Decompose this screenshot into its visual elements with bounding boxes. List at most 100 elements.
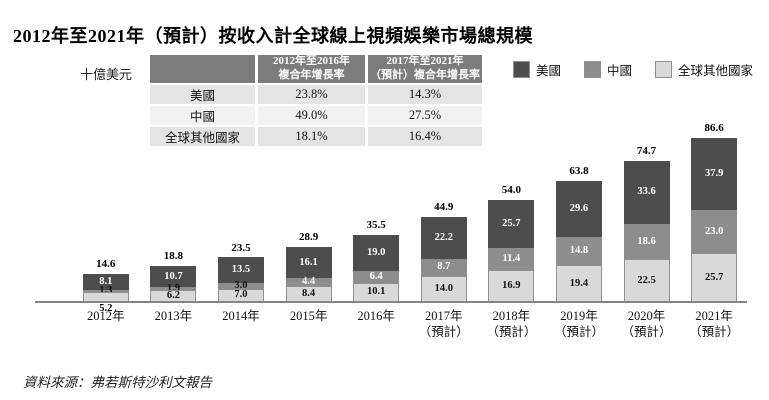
segment-value-label: 6.4 <box>369 270 383 282</box>
x-axis-line <box>35 301 747 303</box>
bar-group: 74.7 33.6 18.6 22.5 <box>613 118 681 302</box>
table-row-label-rest-of-world: 全球其他國家 <box>150 127 255 146</box>
bar-total-label: 44.9 <box>434 200 454 213</box>
bar-segment-china: 8.7 <box>420 259 467 276</box>
header-line: 2017年至2021年 <box>386 55 464 68</box>
bar-group: 18.8 10.7 1.9 6.2 <box>140 118 208 302</box>
segment-value-label: 13.5 <box>231 263 251 275</box>
bar-group: 63.8 29.6 14.8 19.4 <box>545 118 613 302</box>
bar-total-label: 86.6 <box>704 121 724 134</box>
bar-total-label: 54.0 <box>501 183 521 196</box>
stacked-bar: 37.9 23.0 25.7 <box>691 137 738 302</box>
x-axis-label: 2013年 <box>154 309 193 323</box>
x-axis-label: 2020年 （預計） <box>621 309 672 340</box>
table-cell-china-cagr1: 49.0% <box>258 106 365 125</box>
x-axis-label: 2014年 <box>222 309 260 323</box>
bar-segment-rest: 7.0 <box>217 288 264 302</box>
table-header-cagr-2012-2016: 2012年至2016年 複合年增長率 <box>258 55 365 83</box>
legend-item-us: 美國 <box>513 60 561 79</box>
table-cell-rest-cagr2: 16.4% <box>368 127 482 146</box>
bar-total-label: 23.5 <box>231 241 251 254</box>
legend-swatch <box>655 61 673 78</box>
x-axis-label: 2019年 （預計） <box>553 309 604 340</box>
segment-value-label: 6.2 <box>166 289 180 301</box>
bar-segment-china: 1.3 <box>82 285 129 295</box>
segment-value-label: 16.9 <box>502 279 521 291</box>
legend-label: 全球其他國家 <box>678 64 754 78</box>
bar-total-label: 74.7 <box>636 144 657 157</box>
segment-value-label: 33.6 <box>637 186 656 198</box>
bar-segment-china: 18.6 <box>623 224 670 260</box>
bar-segment-rest: 16.9 <box>488 270 535 302</box>
table-row-label-china: 中國 <box>150 106 255 125</box>
bar-total-label: 14.6 <box>96 258 116 271</box>
bar-group: 44.9 22.2 8.7 14.0 <box>410 118 478 302</box>
bar-segment-us: 29.6 <box>555 181 602 238</box>
page-title: 2012年至2021年（預計）按收入計全球線上視頻娛樂市場總規模 <box>13 26 533 46</box>
segment-value-label: 1.3 <box>99 284 113 296</box>
legend-swatch <box>513 61 530 78</box>
x-axis-labels: 2012年 2013年 2014年 2015年 2016年 2017年 （預計） 2018年（… <box>72 308 748 341</box>
segment-value-label: 14.8 <box>569 245 589 257</box>
stacked-bar: 29.6 14.8 19.4 <box>555 181 602 302</box>
segment-value-label: 22.5 <box>637 274 656 286</box>
segment-value-label: 25.7 <box>704 271 724 283</box>
bar-group: 28.9 16.1 4.4 8.4 <box>275 118 343 302</box>
segment-value-label: 23.0 <box>704 225 724 237</box>
x-axis-label: 2012年 <box>87 309 125 323</box>
header-line: 2012年至2016年 <box>273 55 350 68</box>
bar-segment-us: 25.7 <box>488 199 535 249</box>
bar-segment-us: 10.7 <box>150 266 197 287</box>
legend-item-rest-of-world: 全球其他國家 <box>655 60 753 79</box>
segment-value-label: 10.7 <box>164 270 183 282</box>
stacked-bar: 8.1 1.3 <box>82 274 129 302</box>
stacked-bar: 16.1 4.4 8.4 <box>285 247 332 302</box>
bar-segment-china: 23.0 <box>691 209 738 254</box>
segment-value-label: 25.7 <box>502 217 521 229</box>
stacked-bar: 22.2 8.7 14.0 <box>420 217 467 302</box>
bar-total-label: 28.9 <box>298 231 319 244</box>
bar-segment-rest: 10.1 <box>353 282 400 302</box>
bar-segment-rest: 25.7 <box>691 253 738 302</box>
table-cell-rest-cagr1: 18.1% <box>258 127 365 146</box>
stacked-bar: 33.6 18.6 22.5 <box>623 160 670 302</box>
segment-value-label: 8.4 <box>302 287 316 299</box>
bar-group: 86.6 37.9 23.0 25.7 <box>680 118 748 302</box>
bar-segment-china: 4.4 <box>285 275 332 287</box>
stacked-bar-chart: 5.2 14.6 8.1 1.3 18.8 10.7 1.9 6.2 23.5 13.5 3.0 7.… <box>72 118 748 314</box>
bar-group: 23.5 13.5 3.0 7.0 <box>207 118 275 302</box>
bar-segment-us: 19.0 <box>353 234 400 271</box>
header-line: （預計）複合年增長率 <box>370 69 480 81</box>
bar-segment-rest: 8.4 <box>285 286 332 302</box>
growth-table: 2012年至2016年 複合年增長率 2017年至2021年 （預計）複合年增長… <box>150 55 482 146</box>
x-axis-label: 2018年 （預計） <box>486 309 537 340</box>
stacked-bar: 13.5 3.0 7.0 <box>217 257 264 302</box>
bar-segment-us: 22.2 <box>420 217 467 259</box>
segment-value-label: 37.9 <box>704 167 724 179</box>
segment-value-label: 14.0 <box>434 282 453 294</box>
legend-swatch <box>584 61 602 78</box>
table-cell-us-cagr2: 14.3% <box>368 85 482 104</box>
segment-value-label: 18.6 <box>637 235 656 247</box>
legend-label: 中國 <box>607 64 633 78</box>
bar-segment-china: 3.0 <box>217 280 264 290</box>
bar-segment-us: 37.9 <box>691 137 738 210</box>
x-axis-label: 2015年 <box>289 309 328 323</box>
x-axis-label: 2017年 （預計） <box>418 309 469 340</box>
bar-segment-china: 6.4 <box>353 270 400 283</box>
legend-label: 美國 <box>536 64 562 78</box>
segment-value-label: 22.2 <box>434 231 453 243</box>
segment-value-label: 19.4 <box>569 277 589 289</box>
header-line: 複合年增長率 <box>278 69 345 81</box>
bar-total-label: 35.5 <box>366 218 386 231</box>
bar-segment-us: 8.1 <box>82 274 129 290</box>
table-cell-us-cagr1: 23.8% <box>258 85 365 104</box>
y-axis-unit-label: 十億美元 <box>80 67 133 82</box>
legend-item-china: 中國 <box>584 60 632 79</box>
segment-value-label: 1.9 <box>166 282 180 294</box>
bar-segment-rest: 14.0 <box>420 275 467 302</box>
segment-value-label: 4.4 <box>302 275 316 287</box>
segment-value-label: 19.0 <box>366 246 386 258</box>
x-axis-label: 2016年 <box>357 309 395 323</box>
segment-value-label: 11.4 <box>502 252 521 264</box>
